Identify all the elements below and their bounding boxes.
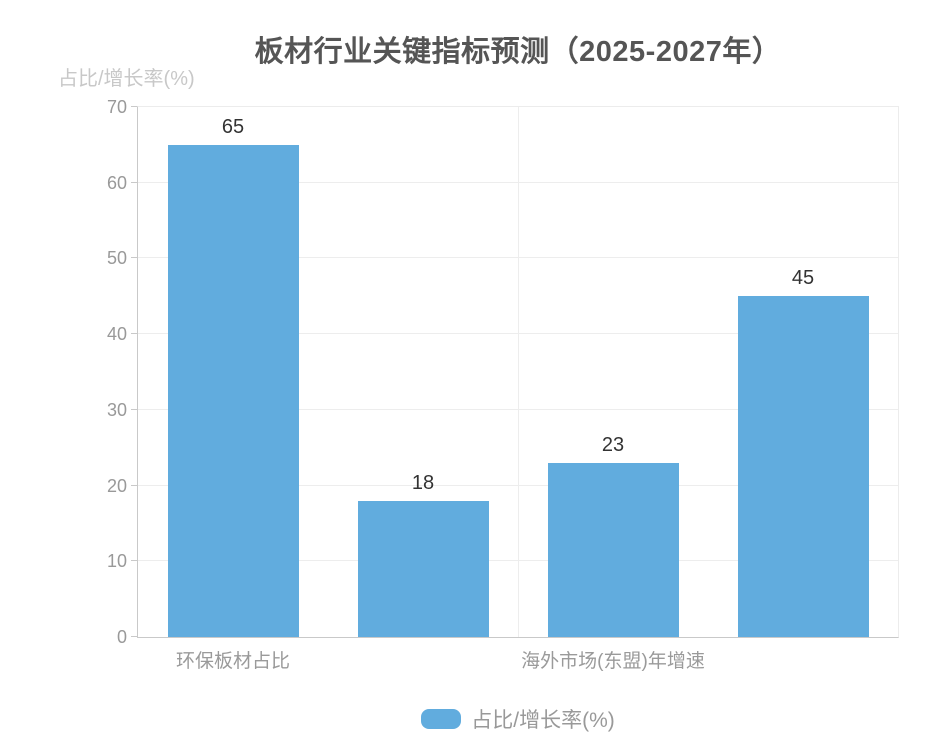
bar-3[interactable] (737, 296, 869, 637)
bar-value-label-2: 23 (601, 433, 625, 456)
legend-swatch-icon (421, 709, 462, 729)
gridline-vertical (518, 107, 519, 637)
bar-2[interactable] (547, 462, 679, 637)
bar-0[interactable] (167, 144, 299, 637)
bar-value-label-3: 45 (791, 267, 815, 290)
y-axis-tick-mark (131, 560, 137, 562)
y-axis-tick-mark (131, 257, 137, 259)
y-axis-tick-label: 40 (106, 324, 127, 345)
y-axis-tick-mark (131, 333, 137, 335)
y-axis-tick-labels: 0 10 20 30 40 50 60 70 (0, 98, 127, 646)
bar-1[interactable] (357, 500, 489, 637)
y-axis-name: 占比/增长率(%) (58, 68, 195, 90)
y-axis-tick-mark (131, 636, 137, 637)
y-axis-tick-label: 10 (106, 551, 127, 572)
y-axis-tick-label: 70 (106, 97, 127, 117)
bar-value-label-0: 65 (221, 115, 245, 138)
y-axis-tick-label: 50 (106, 248, 127, 269)
plot-area: 65 18 23 45 (131, 106, 899, 638)
y-axis-tick-mark (131, 106, 137, 107)
y-axis-tick-mark (131, 181, 137, 183)
y-axis-tick-label: 0 (116, 627, 127, 647)
y-axis-tick-mark (131, 484, 137, 486)
bar-value-label-1: 18 (411, 471, 435, 494)
legend-item[interactable]: 占比/增长率(%) (137, 704, 899, 734)
legend-label: 占比/增长率(%) (471, 709, 615, 732)
chart-title: 板材行业关键指标预测（2025-2027年） (254, 36, 782, 68)
y-axis-tick-mark (131, 408, 137, 410)
x-axis-tick-label: 环保板材占比 (175, 651, 290, 672)
x-axis-tick-labels: 环保板材占比 海外市场(东盟)年增速 (138, 646, 898, 672)
x-axis-tick-label: 海外市场(东盟)年增速 (521, 651, 705, 672)
y-axis-tick-label: 30 (106, 399, 127, 420)
y-axis-tick-label: 20 (106, 475, 127, 496)
y-axis-tick-label: 60 (106, 172, 127, 193)
